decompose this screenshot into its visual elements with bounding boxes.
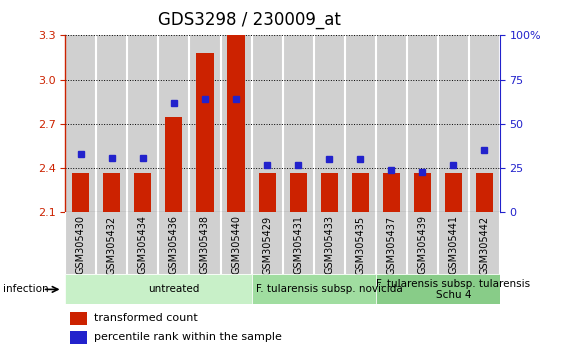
Bar xyxy=(65,274,252,304)
Text: GSM305440: GSM305440 xyxy=(231,216,241,274)
Text: GSM305437: GSM305437 xyxy=(386,216,396,275)
Bar xyxy=(197,53,214,212)
Text: GSM305436: GSM305436 xyxy=(169,216,179,274)
Text: GSM305442: GSM305442 xyxy=(479,216,489,275)
Text: GSM305441: GSM305441 xyxy=(448,216,458,274)
Bar xyxy=(375,274,500,304)
Text: percentile rank within the sample: percentile rank within the sample xyxy=(94,332,281,342)
Text: GSM305432: GSM305432 xyxy=(107,216,117,275)
Bar xyxy=(252,274,375,304)
Bar xyxy=(445,172,462,212)
Bar xyxy=(258,172,275,212)
Bar xyxy=(476,172,493,212)
Bar xyxy=(383,172,400,212)
Text: transformed count: transformed count xyxy=(94,313,197,323)
Text: F. tularensis subsp. novicida: F. tularensis subsp. novicida xyxy=(256,284,403,295)
Bar xyxy=(72,172,89,212)
Bar xyxy=(352,172,369,212)
Text: GSM305429: GSM305429 xyxy=(262,216,272,275)
Bar xyxy=(228,35,245,212)
Text: GSM305435: GSM305435 xyxy=(355,216,365,275)
Bar xyxy=(135,172,152,212)
Text: GSM305430: GSM305430 xyxy=(76,216,86,274)
Text: GDS3298 / 230009_at: GDS3298 / 230009_at xyxy=(158,11,341,29)
Text: infection: infection xyxy=(3,284,48,295)
Bar xyxy=(70,331,87,344)
Text: GSM305439: GSM305439 xyxy=(417,216,427,274)
Text: GSM305433: GSM305433 xyxy=(324,216,334,274)
Text: untreated: untreated xyxy=(148,284,199,295)
Bar xyxy=(165,116,182,212)
Text: GSM305434: GSM305434 xyxy=(138,216,148,274)
Text: GSM305438: GSM305438 xyxy=(200,216,210,274)
Bar xyxy=(103,172,120,212)
Bar xyxy=(70,312,87,325)
Bar xyxy=(290,172,307,212)
Bar xyxy=(414,172,431,212)
Text: F. tularensis subsp. tularensis
Schu 4: F. tularensis subsp. tularensis Schu 4 xyxy=(376,279,531,300)
Text: GSM305431: GSM305431 xyxy=(293,216,303,274)
Bar xyxy=(320,172,337,212)
